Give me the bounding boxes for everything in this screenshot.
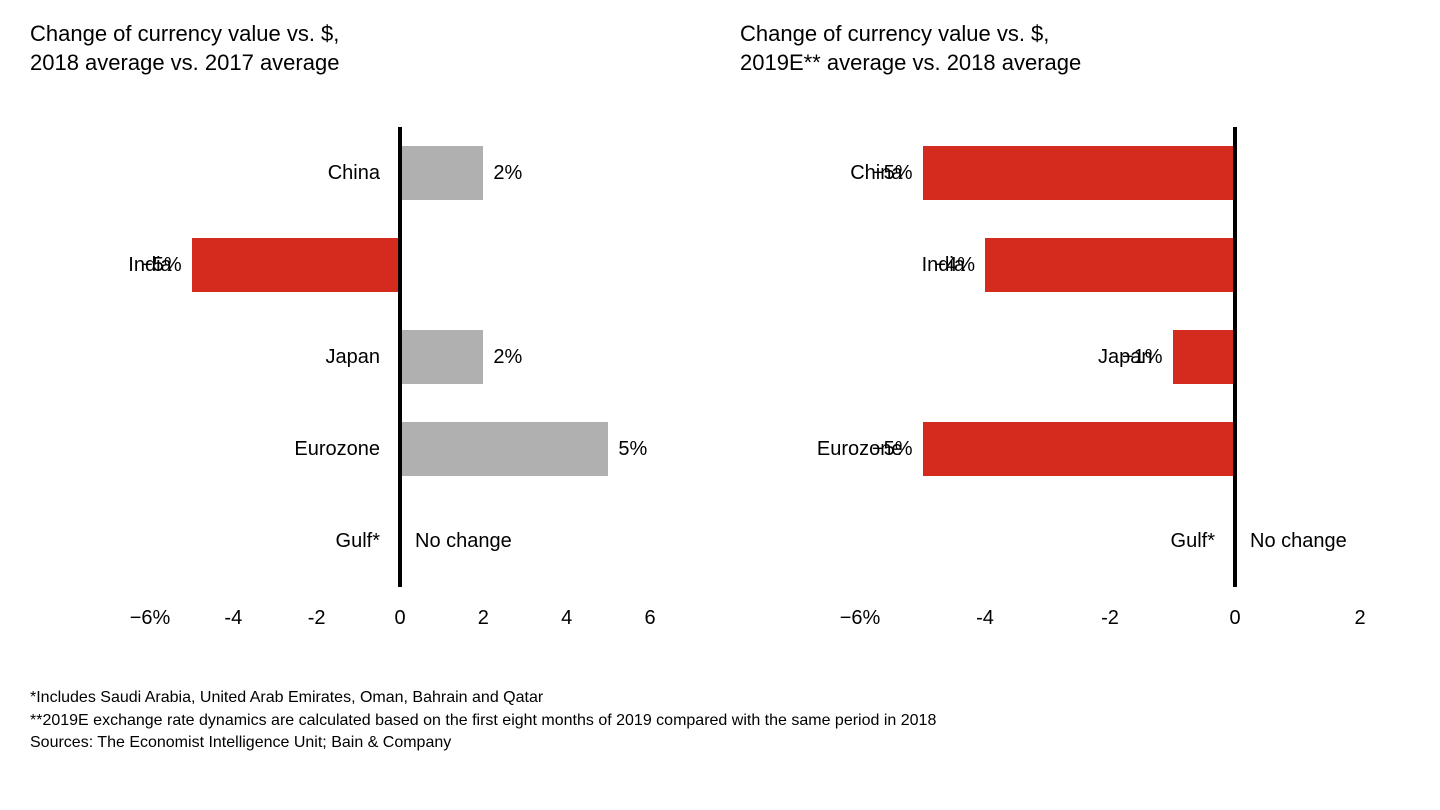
category-label: India bbox=[740, 254, 965, 277]
x-tick-label: 0 bbox=[394, 607, 405, 630]
x-tick-label: -4 bbox=[976, 607, 994, 630]
bar-row: China−5% bbox=[740, 127, 1410, 219]
bar-row: India−5% bbox=[30, 219, 700, 311]
right-x-axis: −6% -4 -2 0 2 bbox=[740, 607, 1410, 657]
bar bbox=[400, 330, 483, 384]
charts-row: Change of currency value vs. $, 2018 ave… bbox=[30, 20, 1410, 657]
footnote-3: Sources: The Economist Intelligence Unit… bbox=[30, 732, 1410, 754]
x-tick-label: -2 bbox=[1101, 607, 1119, 630]
value-label: No change bbox=[415, 530, 512, 553]
x-tick-label: -4 bbox=[224, 607, 242, 630]
value-label: 2% bbox=[493, 346, 522, 369]
right-chart-title: Change of currency value vs. $, 2019E** … bbox=[740, 20, 1410, 77]
category-label: Japan bbox=[740, 346, 1153, 369]
left-chart-panel: Change of currency value vs. $, 2018 ave… bbox=[30, 20, 700, 657]
category-label: Japan bbox=[30, 346, 380, 369]
value-label: −5% bbox=[872, 162, 913, 185]
bar-row: Japan 2% bbox=[30, 311, 700, 403]
left-chart-title: Change of currency value vs. $, 2018 ave… bbox=[30, 20, 700, 77]
bar bbox=[192, 238, 400, 292]
right-chart-panel: Change of currency value vs. $, 2019E** … bbox=[740, 20, 1410, 657]
value-label: −5% bbox=[141, 254, 182, 277]
value-label: 2% bbox=[493, 162, 522, 185]
bar-row: Gulf* No change bbox=[30, 495, 700, 587]
x-tick-label: 0 bbox=[1229, 607, 1240, 630]
bar bbox=[923, 146, 1236, 200]
x-tick-label: −6% bbox=[130, 607, 171, 630]
x-tick-label: 6 bbox=[644, 607, 655, 630]
bar-row: Eurozone−5% bbox=[740, 403, 1410, 495]
category-label: Gulf* bbox=[30, 530, 380, 553]
bar-row: China 2% bbox=[30, 127, 700, 219]
x-tick-label: 4 bbox=[561, 607, 572, 630]
right-chart-area: China−5%India−4%Japan−1%Eurozone−5%Gulf*… bbox=[740, 127, 1410, 657]
bar bbox=[985, 238, 1235, 292]
category-label: Gulf* bbox=[740, 530, 1215, 553]
left-x-axis: −6% -4 -2 0 2 4 6 bbox=[30, 607, 700, 657]
footnote-2: **2019E exchange rate dynamics are calcu… bbox=[30, 710, 1410, 732]
left-chart-area: China 2% India−5% Japan 2% Eurozone 5% Gulf* No … bbox=[30, 127, 700, 657]
value-label: No change bbox=[1250, 530, 1347, 553]
bar-row: Gulf* No change bbox=[740, 495, 1410, 587]
category-label: China bbox=[30, 162, 380, 185]
x-tick-label: 2 bbox=[1354, 607, 1365, 630]
value-label: 5% bbox=[618, 438, 647, 461]
bar-row: India−4% bbox=[740, 219, 1410, 311]
bar-row: Eurozone 5% bbox=[30, 403, 700, 495]
footnotes: *Includes Saudi Arabia, United Arab Emir… bbox=[30, 687, 1410, 754]
bar bbox=[1173, 330, 1236, 384]
bar bbox=[923, 422, 1236, 476]
x-tick-label: 2 bbox=[478, 607, 489, 630]
value-label: −1% bbox=[1122, 346, 1163, 369]
bar-row: Japan−1% bbox=[740, 311, 1410, 403]
category-label: Eurozone bbox=[30, 438, 380, 461]
bar bbox=[400, 422, 608, 476]
x-tick-label: −6% bbox=[840, 607, 881, 630]
x-tick-label: -2 bbox=[308, 607, 326, 630]
value-label: −5% bbox=[872, 438, 913, 461]
footnote-1: *Includes Saudi Arabia, United Arab Emir… bbox=[30, 687, 1410, 709]
zero-axis-line bbox=[1233, 127, 1237, 587]
bar bbox=[400, 146, 483, 200]
value-label: −4% bbox=[934, 254, 975, 277]
left-bars-container: China 2% India−5% Japan 2% Eurozone 5% Gulf* No … bbox=[30, 127, 700, 587]
zero-axis-line bbox=[398, 127, 402, 587]
right-bars-container: China−5%India−4%Japan−1%Eurozone−5%Gulf*… bbox=[740, 127, 1410, 587]
